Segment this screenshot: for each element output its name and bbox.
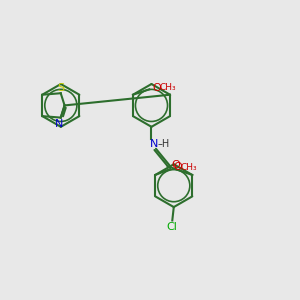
Text: CH₃: CH₃: [159, 83, 176, 92]
Text: Cl: Cl: [167, 222, 178, 232]
Text: O: O: [173, 162, 182, 172]
Text: CH₃: CH₃: [180, 163, 197, 172]
Text: O: O: [152, 82, 161, 93]
Text: O: O: [171, 160, 180, 170]
Text: –H: –H: [158, 139, 170, 149]
Text: S: S: [57, 83, 64, 93]
Text: N: N: [55, 118, 63, 128]
Text: N: N: [150, 139, 159, 149]
